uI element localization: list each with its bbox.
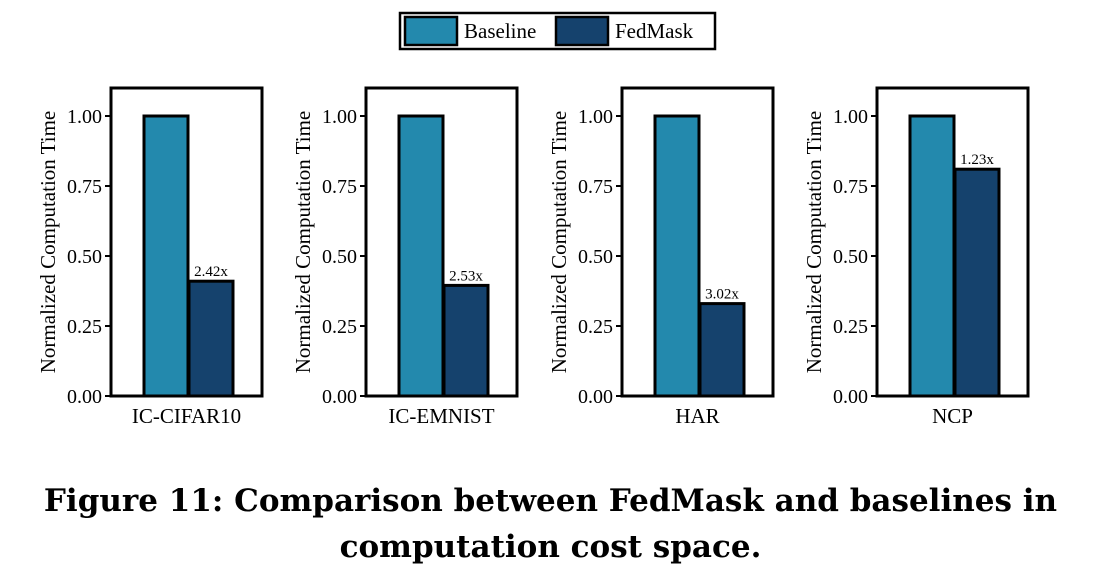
baseline-bar-1 [142,114,190,398]
ytick-label-2-4: 1.00 [322,106,357,128]
figure-caption: Figure 11: Comparison between FedMask an… [0,478,1101,570]
chart-panels: 2.42x 0.00 0.25 0.50 0.75 1.00 Normalized Comp… [36,86,1030,428]
ytick-label-3-1: 0.25 [578,316,613,338]
caption-line-2: computation cost space. [339,529,762,565]
fedmask-bar-2 [442,283,490,398]
fedmask-bar-4 [953,167,1001,398]
ytick-label-2-1: 0.25 [322,316,357,338]
ytick-label-4-3: 0.75 [833,176,868,198]
caption-line-1: Figure 11: Comparison between FedMask an… [43,483,1058,519]
chart-panel-3: 3.02x 0.00 0.25 0.50 0.75 1.00 Normalized Comp… [547,86,775,428]
chart-panel-1: 2.42x 0.00 0.25 0.50 0.75 1.00 Normalized Comp… [36,86,264,428]
axes-frame-3 [620,86,775,398]
x-category-label-1: IC-CIFAR10 [132,404,241,428]
ytick-label-1-1: 0.25 [67,316,102,338]
y-axis-label-1: Normalized Computation Time [36,111,60,374]
x-category-label-3: HAR [675,404,719,428]
y-axis-label-4: Normalized Computation Time [802,111,826,374]
legend-label-fedmask: FedMask [615,19,694,43]
chart-panel-2: 2.53x 0.00 0.25 0.50 0.75 1.00 Normalized Comp… [291,86,519,428]
ytick-label-4-2: 0.50 [833,246,868,268]
ytick-label-4-0: 0.00 [833,386,868,408]
axes-frame-4 [875,86,1030,398]
ytick-label-1-2: 0.50 [67,246,102,268]
ytick-label-4-1: 0.25 [833,316,868,338]
axes-frame-2 [364,86,519,398]
ytick-label-1-4: 1.00 [67,106,102,128]
baseline-bar-2 [397,114,445,398]
fedmask-bar-1 [187,279,235,398]
legend-swatch-fedmask [554,15,610,47]
x-category-label-2: IC-EMNIST [388,404,494,428]
y-axis-label-2: Normalized Computation Time [291,111,315,374]
speedup-label-3: 3.02x [705,287,739,303]
ytick-label-3-2: 0.50 [578,246,613,268]
legend: Baseline FedMask [398,11,717,51]
speedup-label-4: 1.23x [960,152,994,168]
speedup-label-1: 2.42x [194,264,228,280]
axes-frame-1 [109,86,264,398]
x-category-label-4: NCP [932,404,973,428]
ytick-label-1-3: 0.75 [67,176,102,198]
y-axis-label-3: Normalized Computation Time [547,111,571,374]
legend-swatch-baseline [403,15,459,47]
chart-panel-4: 1.23x 0.00 0.25 0.50 0.75 1.00 Normalized Comp… [802,86,1030,428]
baseline-bar-3 [653,114,701,398]
baseline-bar-4 [908,114,956,398]
ytick-label-3-4: 1.00 [578,106,613,128]
ytick-label-2-0: 0.00 [322,386,357,408]
ytick-label-3-0: 0.00 [578,386,613,408]
ytick-label-3-3: 0.75 [578,176,613,198]
ytick-label-2-2: 0.50 [322,246,357,268]
legend-label-baseline: Baseline [464,19,536,43]
ytick-label-4-4: 1.00 [833,106,868,128]
fedmask-bar-3 [698,302,746,398]
ytick-label-1-0: 0.00 [67,386,102,408]
speedup-label-2: 2.53x [449,268,483,284]
ytick-label-2-3: 0.75 [322,176,357,198]
